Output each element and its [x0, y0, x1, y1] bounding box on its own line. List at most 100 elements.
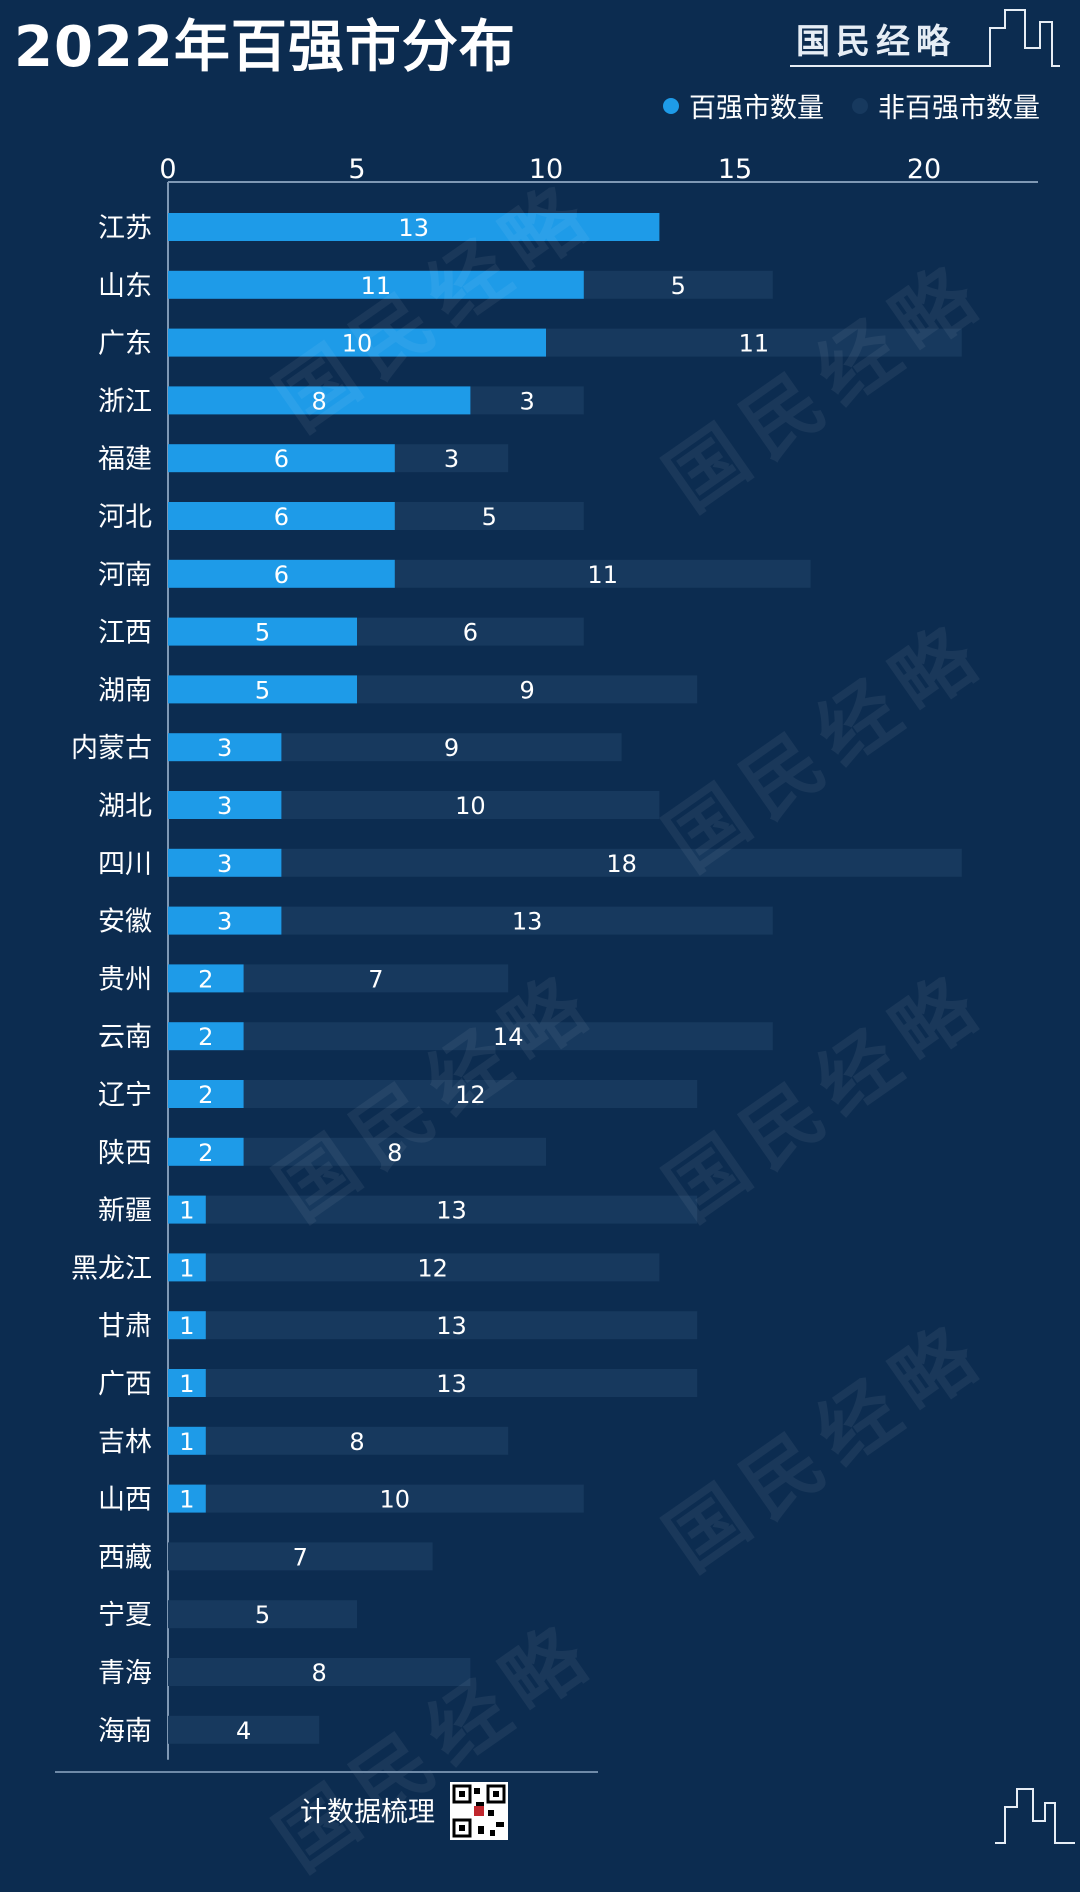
data-label-non-top100: 9	[519, 676, 534, 704]
data-label-non-top100: 10	[455, 792, 486, 820]
data-label-non-top100: 13	[436, 1370, 467, 1398]
bar-top100	[168, 617, 357, 646]
data-label-non-top100: 3	[519, 387, 534, 415]
data-label-top100: 3	[217, 792, 232, 820]
bar-non-top100	[205, 1426, 509, 1455]
data-label-non-top100: 3	[444, 445, 459, 473]
category-label: 福建	[98, 444, 152, 475]
bar-non-top100	[168, 1600, 357, 1629]
page-title: 2022年百强市分布	[14, 15, 516, 80]
data-label-non-top100: 4	[236, 1717, 251, 1745]
legend-dot-top100	[663, 97, 679, 114]
footer-source: 计数据梳理	[300, 1797, 435, 1828]
category-label: 吉林	[98, 1427, 152, 1458]
bar-top100	[168, 270, 584, 299]
bar-non-top100	[168, 1715, 320, 1744]
data-label-top100: 6	[274, 561, 289, 589]
data-label-top100: 11	[361, 272, 392, 300]
bar-top100	[168, 733, 282, 762]
bar-non-top100	[281, 733, 622, 762]
bar-top100	[168, 1195, 206, 1224]
data-label-non-top100: 13	[436, 1197, 467, 1225]
category-label: 甘肃	[98, 1311, 152, 1342]
bar-top100	[168, 1080, 244, 1108]
category-label: 海南	[98, 1716, 152, 1747]
data-label-non-top100: 13	[512, 908, 543, 936]
data-label-non-top100: 10	[380, 1486, 411, 1514]
bar-non-top100	[281, 791, 660, 819]
qr-pattern	[452, 1784, 506, 1838]
data-label-non-top100: 8	[349, 1428, 364, 1456]
data-label-non-top100: 14	[493, 1023, 524, 1051]
data-label-non-top100: 8	[387, 1139, 402, 1167]
x-tick-label: 5	[348, 154, 365, 185]
bar-top100	[168, 502, 395, 530]
data-label-top100: 1	[179, 1486, 194, 1514]
bar-non-top100	[546, 328, 962, 357]
data-label-top100: 2	[198, 1139, 213, 1167]
bar-non-top100	[205, 1484, 584, 1513]
bar-top100	[168, 848, 282, 877]
bar-top100	[168, 1369, 206, 1397]
bar-non-top100	[243, 1022, 773, 1051]
brand-logo: 国民经略	[790, 8, 1060, 70]
data-label-top100: 5	[255, 619, 270, 647]
data-label-non-top100: 9	[444, 734, 459, 762]
bar-top100	[168, 1311, 206, 1340]
bar-non-top100	[357, 617, 584, 646]
bar-top100	[168, 1253, 206, 1282]
x-tick-label: 20	[907, 154, 941, 185]
data-label-top100: 1	[179, 1312, 194, 1340]
data-label-top100: 3	[217, 734, 232, 762]
bar-non-top100	[394, 502, 584, 530]
data-label-non-top100: 12	[455, 1081, 486, 1109]
footer-divider	[55, 1771, 598, 1773]
bar-top100	[168, 386, 471, 415]
category-label: 青海	[98, 1658, 152, 1689]
bar-non-top100	[205, 1311, 698, 1340]
data-label-top100: 1	[179, 1197, 194, 1225]
data-label-top100: 13	[398, 214, 429, 242]
bar-non-top100	[168, 1658, 471, 1686]
bar-top100	[168, 675, 357, 704]
category-label: 河北	[98, 502, 152, 533]
data-label-top100: 6	[274, 503, 289, 531]
chart-legend: 百强市数量 非百强市数量	[663, 86, 1040, 125]
bar-top100	[168, 1484, 206, 1513]
category-label: 新疆	[98, 1196, 152, 1227]
category-label: 内蒙古	[71, 733, 152, 764]
data-label-top100: 2	[198, 965, 213, 993]
data-label-non-top100: 6	[463, 619, 478, 647]
category-label: 湖北	[98, 791, 152, 822]
data-label-top100: 2	[198, 1081, 213, 1109]
category-label: 浙江	[98, 386, 152, 417]
data-label-non-top100: 5	[671, 272, 686, 300]
data-label-non-top100: 18	[606, 850, 637, 878]
bar-top100	[168, 559, 395, 588]
data-label-top100: 1	[179, 1254, 194, 1282]
category-label: 湖南	[98, 675, 152, 706]
x-tick-label: 15	[718, 154, 752, 185]
data-label-top100: 3	[217, 850, 232, 878]
category-label: 宁夏	[98, 1600, 152, 1631]
category-label: 江苏	[98, 213, 152, 244]
qr-code-icon[interactable]	[450, 1782, 508, 1840]
bar-non-top100	[205, 1369, 698, 1397]
category-label: 江西	[98, 618, 152, 649]
bar-top100	[168, 964, 244, 993]
category-label: 黑龙江	[71, 1253, 152, 1284]
data-label-non-top100: 11	[587, 561, 618, 589]
bar-non-top100	[205, 1253, 660, 1282]
data-label-top100: 1	[179, 1370, 194, 1398]
data-label-top100: 5	[255, 676, 270, 704]
bar-top100	[168, 444, 395, 473]
legend-item-non-top100: 非百强市数量	[852, 86, 1040, 125]
legend-label-non-top100: 非百强市数量	[878, 93, 1040, 124]
bar-non-top100	[583, 270, 773, 299]
building-icon	[790, 9, 1060, 67]
legend-item-top100: 百强市数量	[663, 86, 824, 125]
data-label-non-top100: 7	[368, 965, 383, 993]
data-label-non-top100: 11	[739, 330, 770, 358]
bar-non-top100	[205, 1195, 698, 1224]
